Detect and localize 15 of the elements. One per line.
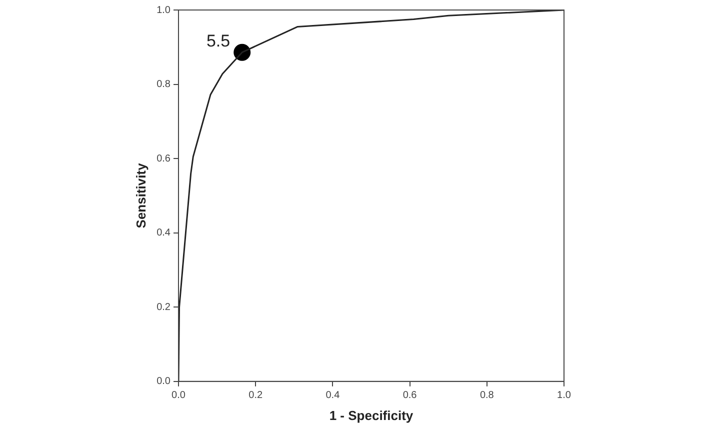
y-tick-label: 0.4: [156, 228, 171, 239]
y-tick-label: 1.0: [156, 4, 171, 16]
x-tick-label: 0.8: [480, 390, 494, 402]
y-tick-label: 0.8: [156, 79, 171, 90]
y-tick-label: 0.0: [156, 376, 171, 388]
y-axis-title: Sensitivity: [133, 162, 148, 228]
x-tick-label: 0.6: [402, 390, 418, 402]
x-tick-label: 0.4: [326, 390, 340, 402]
y-tick-label: 0.2: [156, 302, 171, 313]
x-axis-title: 1 - Specificity: [329, 408, 414, 423]
annotation: 5.5: [206, 32, 230, 51]
y-tick-label: 0.6: [156, 153, 171, 164]
x-tick-label: 1.0: [557, 390, 572, 402]
x-tick-label: 0.2: [248, 390, 263, 402]
x-tick-label: 0.0: [172, 390, 186, 402]
